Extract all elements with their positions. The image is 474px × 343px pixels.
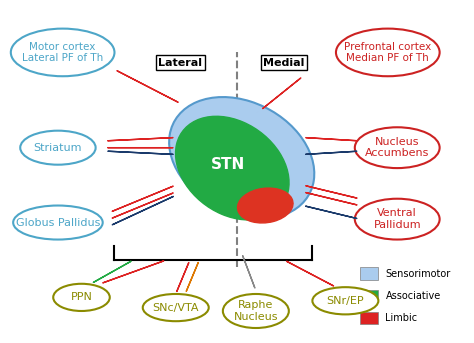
Ellipse shape bbox=[355, 199, 439, 239]
Text: Prefrontal cortex
Median PF of Th: Prefrontal cortex Median PF of Th bbox=[344, 42, 431, 63]
Ellipse shape bbox=[336, 28, 439, 76]
Text: Motor cortex
Lateral PF of Th: Motor cortex Lateral PF of Th bbox=[22, 42, 103, 63]
Text: Raphe
Nucleus: Raphe Nucleus bbox=[234, 300, 278, 322]
FancyArrowPatch shape bbox=[112, 186, 173, 211]
Text: Ventral
Pallidum: Ventral Pallidum bbox=[374, 208, 421, 230]
Ellipse shape bbox=[20, 131, 96, 165]
FancyArrowPatch shape bbox=[177, 262, 189, 292]
Text: Medial: Medial bbox=[264, 58, 305, 68]
FancyArrowPatch shape bbox=[117, 71, 178, 102]
Text: Striatum: Striatum bbox=[34, 143, 82, 153]
FancyArrowPatch shape bbox=[186, 262, 198, 292]
FancyArrowPatch shape bbox=[108, 138, 173, 141]
Ellipse shape bbox=[355, 127, 439, 168]
Ellipse shape bbox=[13, 205, 103, 239]
Ellipse shape bbox=[143, 294, 209, 321]
FancyArrowPatch shape bbox=[306, 192, 357, 205]
Text: Sensorimotor: Sensorimotor bbox=[385, 269, 451, 279]
Text: Globus Pallidus: Globus Pallidus bbox=[16, 217, 100, 227]
Text: SNc/VTA: SNc/VTA bbox=[153, 303, 199, 312]
FancyArrowPatch shape bbox=[93, 261, 131, 282]
Ellipse shape bbox=[312, 287, 378, 315]
FancyBboxPatch shape bbox=[359, 312, 378, 324]
FancyArrowPatch shape bbox=[103, 261, 164, 283]
Ellipse shape bbox=[11, 28, 115, 76]
Text: Nucleus
Accumbens: Nucleus Accumbens bbox=[365, 137, 429, 158]
Text: PPN: PPN bbox=[71, 292, 92, 303]
Text: Limbic: Limbic bbox=[385, 313, 418, 323]
Ellipse shape bbox=[53, 284, 110, 311]
FancyArrowPatch shape bbox=[306, 186, 357, 198]
FancyArrowPatch shape bbox=[243, 256, 255, 288]
Text: Associative: Associative bbox=[385, 291, 441, 301]
Ellipse shape bbox=[223, 294, 289, 328]
Text: STN: STN bbox=[210, 157, 245, 172]
FancyArrowPatch shape bbox=[108, 151, 173, 154]
Text: SNr/EP: SNr/EP bbox=[327, 296, 364, 306]
FancyArrowPatch shape bbox=[112, 193, 173, 218]
Ellipse shape bbox=[175, 116, 289, 220]
FancyBboxPatch shape bbox=[359, 268, 378, 280]
FancyArrowPatch shape bbox=[306, 151, 357, 154]
FancyArrowPatch shape bbox=[263, 78, 301, 108]
Text: Lateral: Lateral bbox=[158, 58, 202, 68]
FancyBboxPatch shape bbox=[359, 289, 378, 302]
FancyArrowPatch shape bbox=[306, 206, 357, 218]
FancyArrowPatch shape bbox=[112, 197, 173, 225]
FancyArrowPatch shape bbox=[306, 138, 357, 141]
Ellipse shape bbox=[169, 97, 314, 219]
Ellipse shape bbox=[237, 188, 293, 223]
FancyArrowPatch shape bbox=[287, 261, 334, 286]
